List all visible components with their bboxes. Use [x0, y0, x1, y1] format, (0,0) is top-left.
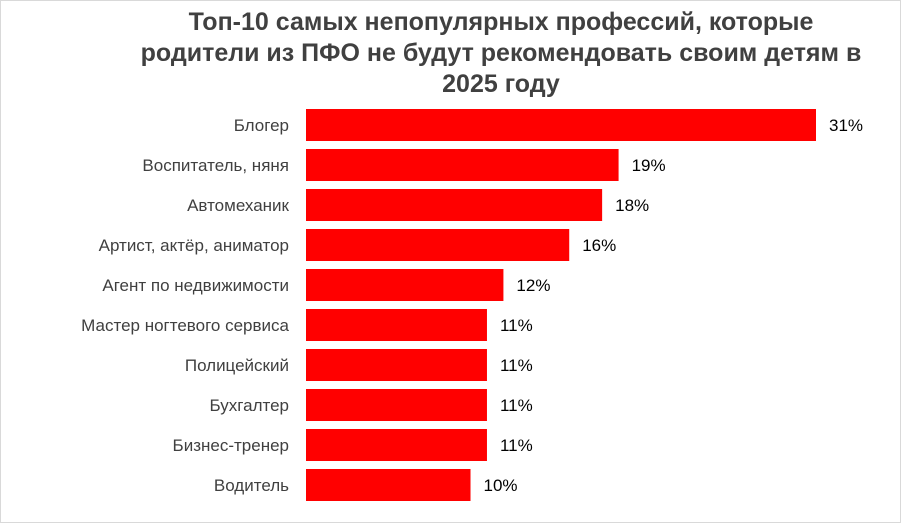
category-label: Блогер: [234, 116, 289, 135]
category-label: Артист, актёр, аниматор: [99, 236, 289, 255]
value-label: 18%: [615, 196, 649, 215]
category-label: Воспитатель, няня: [142, 156, 289, 175]
value-label: 12%: [516, 276, 550, 295]
value-label: 31%: [829, 116, 863, 135]
bar: [306, 309, 487, 341]
bar: [306, 149, 619, 181]
category-label: Бизнес-тренер: [173, 436, 289, 455]
value-label: 19%: [632, 156, 666, 175]
bar: [306, 269, 504, 301]
value-label: 11%: [500, 356, 533, 375]
category-label: Агент по недвижимости: [102, 276, 289, 295]
bar: [306, 189, 603, 221]
category-label: Мастер ногтевого сервиса: [81, 316, 289, 335]
category-label: Полицейский: [185, 356, 289, 375]
chart-title: Топ-10 самых непопулярных профессий, кот…: [140, 8, 862, 98]
bar: [306, 229, 570, 261]
value-label: 11%: [500, 436, 533, 455]
category-label: Бухгалтер: [210, 396, 290, 415]
bar: [306, 469, 471, 501]
bar: [306, 389, 487, 421]
bar: [306, 109, 816, 141]
value-label: 16%: [582, 236, 616, 255]
value-label: 11%: [500, 396, 533, 415]
bar: [306, 349, 487, 381]
category-label: Автомеханик: [187, 196, 289, 215]
value-label: 10%: [484, 476, 518, 495]
category-label: Водитель: [214, 476, 289, 495]
bar: [306, 429, 487, 461]
value-label: 11%: [500, 316, 533, 335]
